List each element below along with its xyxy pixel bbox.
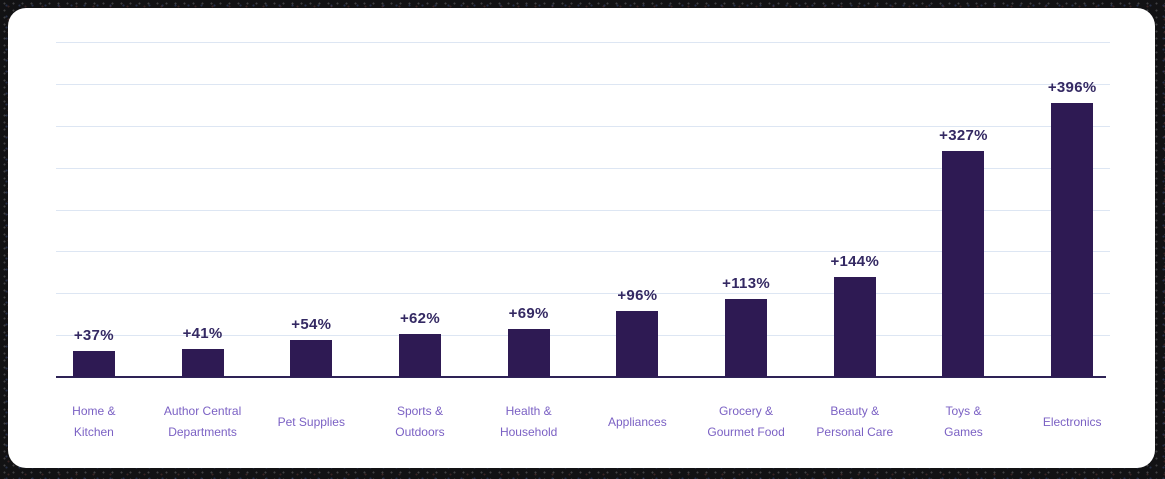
chart-card: +37% Home & Kitchen +41% Author Central Dep…	[8, 8, 1155, 468]
gridline	[56, 83, 1110, 85]
gridline	[56, 251, 1110, 253]
gridline	[56, 209, 1110, 211]
gridline	[56, 293, 1110, 295]
gridline	[56, 335, 1110, 337]
bar-value-label: +113%	[722, 275, 770, 292]
bar	[616, 311, 659, 377]
bar-slot: +69% Health & Household	[474, 42, 583, 456]
category-label: Appliances	[608, 414, 667, 429]
category-label: Pet Supplies	[277, 414, 345, 429]
bar	[833, 277, 876, 377]
category-label: Sports & Outdoors	[395, 404, 445, 439]
gridline	[56, 167, 1110, 169]
bar-value-label: +144%	[830, 253, 880, 270]
bar-value-label: +96%	[617, 287, 658, 304]
gridline	[56, 125, 1110, 127]
category-label: Beauty & Personal Care	[816, 404, 894, 439]
bar-slot: +54% Pet Supplies	[257, 42, 366, 456]
bar	[181, 349, 224, 377]
bar-value-label: +62%	[399, 310, 440, 327]
bar-value-label: +41%	[182, 325, 223, 342]
bar-value-label: +327%	[939, 127, 988, 144]
bar-value-label: +69%	[508, 305, 549, 322]
bar	[1051, 103, 1094, 377]
bar	[290, 340, 333, 377]
bar-slot: +37% Home & Kitchen	[40, 42, 149, 456]
category-label: Author Central Departments	[163, 404, 242, 439]
bar	[942, 151, 985, 377]
category-label: Toys & Games	[944, 404, 983, 439]
bar-value-label: +37%	[73, 327, 114, 344]
bar	[725, 299, 768, 377]
bar-slot: +41% Author Central Departments	[148, 42, 257, 456]
bar-value-label: +54%	[291, 316, 332, 333]
bar-slot: +96% Appliances	[583, 42, 692, 456]
bar-slot: +396% Electronics	[1018, 42, 1127, 456]
bar-slot: +144% Beauty & Personal Care	[800, 42, 909, 456]
bar-value-label: +396%	[1047, 79, 1097, 96]
gridline	[56, 42, 1110, 43]
bar-slot: +62% Sports & Outdoors	[366, 42, 475, 456]
category-label: Grocery & Gourmet Food	[707, 404, 785, 439]
bar-slot: +327% Toys & Games	[909, 42, 1018, 456]
category-label: Health & Household	[499, 404, 558, 439]
bar-series: +37% Home & Kitchen +41% Author Central Dep…	[40, 42, 1127, 456]
bar	[398, 334, 441, 377]
x-axis-line	[56, 376, 1106, 378]
bar	[72, 351, 115, 377]
plot-gridlines	[56, 42, 1110, 378]
category-label: Home & Kitchen	[72, 404, 116, 439]
bar-slot: +113% Grocery & Gourmet Food	[692, 42, 801, 456]
category-label: Electronics	[1042, 414, 1102, 429]
bar	[507, 329, 550, 377]
